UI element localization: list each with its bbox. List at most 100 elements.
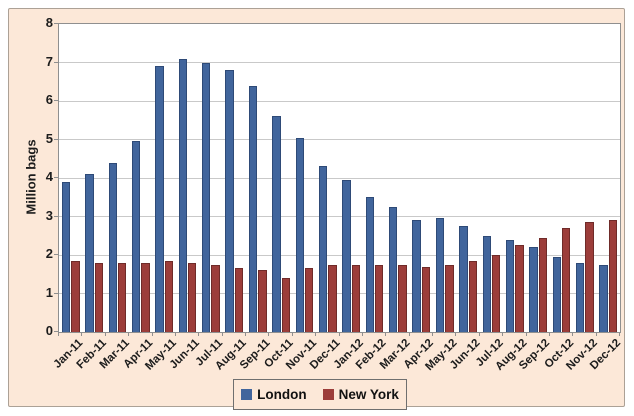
- london-bar-Sep-11: [248, 85, 258, 332]
- london-bar-Jul-11: [202, 62, 211, 332]
- y-tick-mark: [54, 254, 58, 255]
- newyork-bar-Jan-12: [351, 264, 361, 332]
- gridline-1: [59, 293, 620, 294]
- y-tick-label-3: 3: [45, 207, 53, 223]
- x-tick-mark: [338, 332, 340, 336]
- x-tick-mark: [361, 332, 363, 336]
- newyork-bar-Jun-12: [468, 260, 477, 332]
- london-bar-May-12: [435, 218, 445, 332]
- y-tick-label-2: 2: [45, 246, 53, 261]
- newyork-bar-Jun-11: [188, 262, 197, 332]
- london-bar-Mar-12: [389, 206, 398, 332]
- newyork-bar-May-12: [445, 264, 454, 332]
- newyork-bar-Aug-11: [234, 268, 244, 332]
- london-bar-Jan-12: [342, 179, 351, 332]
- x-tick-mark: [315, 332, 317, 336]
- london-bar-Nov-11: [295, 137, 304, 332]
- y-tick-label-1: 1: [45, 284, 53, 300]
- x-tick-mark: [291, 332, 293, 336]
- london-bar-Dec-12: [599, 264, 608, 332]
- gridline-3: [59, 216, 620, 217]
- x-tick-mark: [245, 332, 246, 336]
- newyork-bar-Nov-11: [304, 268, 314, 332]
- newyork-bar-Sep-12: [538, 237, 548, 332]
- newyork-bar-Jan-11: [71, 260, 80, 332]
- legend-label-newyork: New York: [338, 387, 399, 402]
- y-tick-mark: [54, 100, 58, 101]
- x-tick-mark: [81, 332, 83, 336]
- gridline-6: [59, 100, 620, 102]
- newyork-bar-Jul-12: [491, 255, 501, 332]
- y-tick-mark: [54, 61, 58, 63]
- x-tick-mark: [174, 332, 176, 336]
- y-tick-mark: [54, 138, 58, 140]
- london-bar-Jun-12: [459, 226, 468, 332]
- london-bar-Nov-12: [576, 262, 585, 332]
- x-tick-mark: [572, 332, 574, 336]
- x-tick-mark: [595, 332, 597, 336]
- newyork-bar-Mar-11: [117, 262, 127, 332]
- london-bar-Aug-11: [225, 70, 234, 332]
- newyork-bar-Aug-12: [515, 245, 524, 332]
- x-tick-mark: [385, 332, 387, 336]
- x-tick-mark: [198, 332, 200, 336]
- plot-area: [58, 23, 621, 333]
- x-tick-mark: [104, 332, 106, 336]
- london-bar-Oct-12: [552, 256, 562, 332]
- x-tick-mark: [455, 332, 457, 336]
- newyork-bar-Oct-11: [281, 278, 290, 332]
- london-series-swatch-icon: [241, 389, 253, 400]
- legend-item-london: London: [241, 387, 307, 402]
- newyork-bar-Jul-11: [211, 264, 220, 332]
- newyork-bar-Dec-12: [608, 220, 618, 332]
- x-tick-mark: [151, 332, 153, 336]
- y-tick-label-6: 6: [45, 92, 53, 107]
- y-tick-mark: [54, 331, 58, 332]
- london-bar-Mar-11: [108, 162, 117, 332]
- y-tick-mark: [54, 215, 58, 217]
- x-tick-mark: [432, 332, 433, 336]
- london-bar-Feb-12: [365, 197, 375, 332]
- london-bar-May-11: [155, 66, 164, 332]
- newyork-series-swatch-icon: [322, 389, 334, 400]
- newyork-bar-Feb-11: [94, 262, 103, 332]
- x-tick-mark: [408, 332, 410, 336]
- legend-label-london: London: [257, 387, 307, 402]
- x-tick-mark: [502, 332, 504, 336]
- y-tick-label-7: 7: [45, 53, 53, 69]
- newyork-bar-Feb-12: [375, 264, 384, 332]
- y-tick-mark: [54, 177, 58, 178]
- gridline-4: [59, 177, 620, 179]
- x-tick-mark: [128, 332, 130, 336]
- london-bar-Aug-12: [505, 239, 515, 332]
- newyork-bar-Sep-11: [258, 270, 267, 332]
- y-tick-label-4: 4: [45, 169, 53, 184]
- legend: London New York: [233, 379, 407, 410]
- london-bar-Apr-12: [412, 220, 421, 332]
- y-tick-label-5: 5: [45, 130, 53, 146]
- newyork-bar-May-11: [164, 260, 174, 332]
- london-bar-Oct-11: [272, 116, 281, 332]
- london-bar-Jul-12: [482, 235, 491, 332]
- y-tick-mark: [54, 292, 58, 294]
- x-tick-mark: [58, 332, 59, 336]
- london-bar-Apr-11: [131, 141, 141, 332]
- newyork-bar-Apr-11: [141, 262, 150, 332]
- newyork-bar-Dec-11: [328, 264, 337, 332]
- newyork-bar-Mar-12: [398, 264, 407, 332]
- london-bar-Jan-11: [61, 181, 71, 332]
- x-tick-mark: [548, 332, 550, 336]
- y-tick-label-0: 0: [45, 323, 53, 338]
- x-tick-mark: [221, 332, 223, 336]
- london-bar-Dec-11: [318, 166, 328, 332]
- x-tick-mark: [525, 332, 527, 336]
- london-bar-Sep-12: [529, 247, 538, 332]
- y-tick-mark: [54, 23, 58, 24]
- newyork-bar-Nov-12: [585, 222, 594, 332]
- gridline-5: [59, 139, 620, 140]
- london-bar-Jun-11: [178, 58, 188, 332]
- newyork-bar-Apr-12: [421, 266, 431, 332]
- legend-item-newyork: New York: [322, 387, 399, 402]
